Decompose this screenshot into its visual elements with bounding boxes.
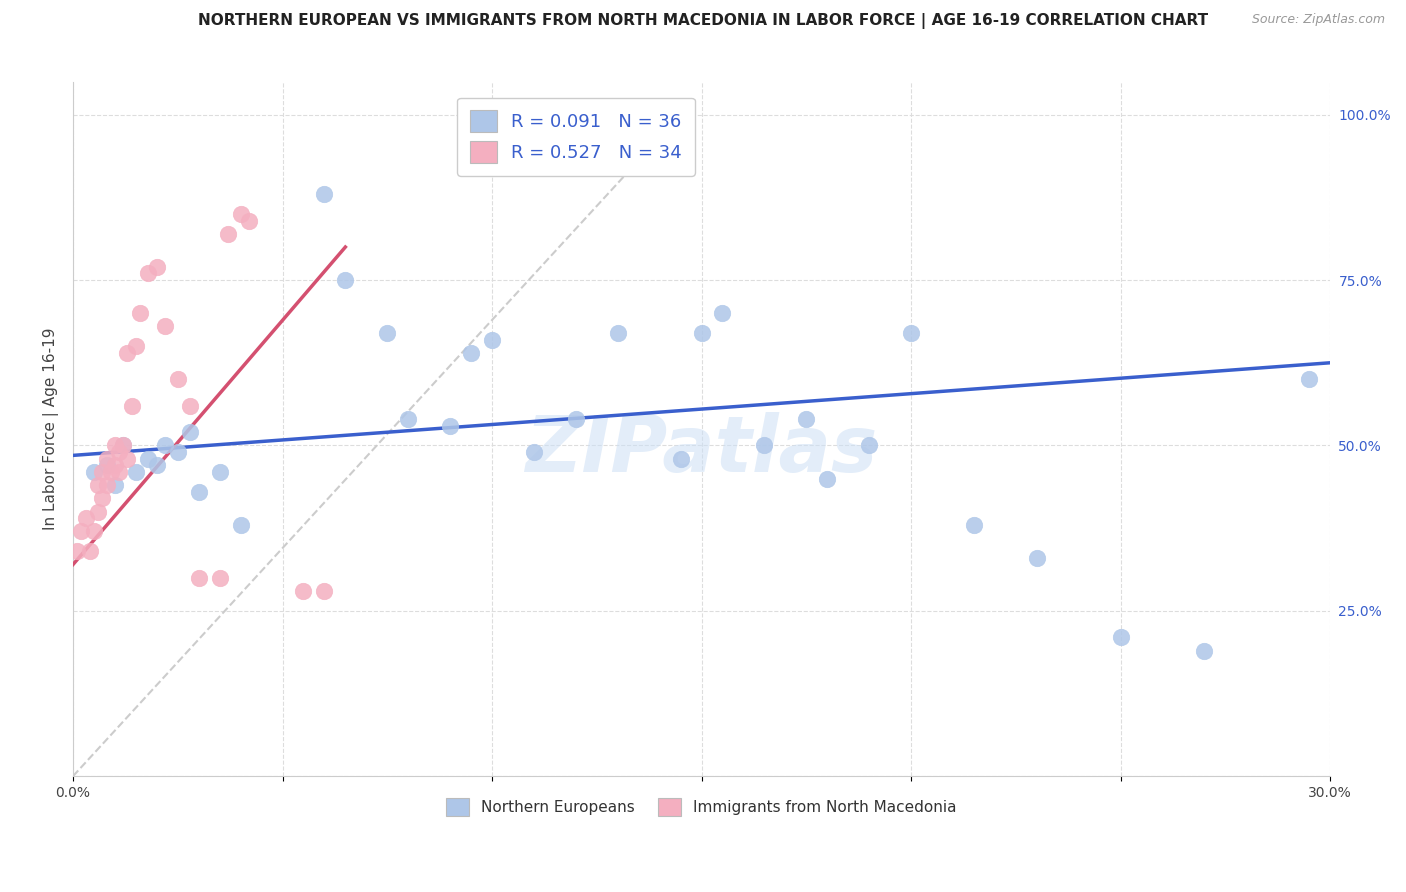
Point — [208, 571, 231, 585]
Point — [138, 451, 160, 466]
Point — [112, 438, 135, 452]
Point — [96, 458, 118, 473]
Point — [179, 425, 201, 440]
Point — [335, 273, 357, 287]
Point — [179, 399, 201, 413]
Point — [1109, 630, 1132, 644]
Point — [83, 524, 105, 539]
Point — [96, 478, 118, 492]
Point — [153, 319, 176, 334]
Point — [138, 267, 160, 281]
Point — [100, 465, 122, 479]
Point — [217, 227, 239, 241]
Text: Source: ZipAtlas.com: Source: ZipAtlas.com — [1251, 13, 1385, 27]
Point — [314, 187, 336, 202]
Point — [439, 418, 461, 433]
Point — [754, 438, 776, 452]
Point — [129, 306, 152, 320]
Point — [146, 458, 169, 473]
Point — [117, 346, 139, 360]
Point — [146, 260, 169, 274]
Point — [91, 465, 114, 479]
Point — [108, 465, 131, 479]
Point — [112, 438, 135, 452]
Point — [523, 445, 546, 459]
Point — [87, 478, 110, 492]
Point — [1298, 372, 1320, 386]
Point — [125, 465, 148, 479]
Point — [481, 333, 503, 347]
Point — [166, 372, 188, 386]
Point — [238, 213, 260, 227]
Point — [125, 339, 148, 353]
Point — [396, 412, 419, 426]
Point — [375, 326, 398, 340]
Point — [314, 584, 336, 599]
Point — [108, 445, 131, 459]
Point — [104, 478, 127, 492]
Point — [91, 491, 114, 506]
Point — [292, 584, 315, 599]
Point — [460, 346, 482, 360]
Point — [669, 451, 692, 466]
Point — [565, 412, 588, 426]
Y-axis label: In Labor Force | Age 16-19: In Labor Force | Age 16-19 — [44, 327, 59, 530]
Point — [900, 326, 922, 340]
Point — [104, 438, 127, 452]
Point — [229, 517, 252, 532]
Point — [117, 451, 139, 466]
Point — [815, 471, 838, 485]
Point — [75, 511, 97, 525]
Point — [104, 458, 127, 473]
Point — [70, 524, 93, 539]
Point — [87, 505, 110, 519]
Point — [208, 465, 231, 479]
Point — [229, 207, 252, 221]
Text: ZIPatlas: ZIPatlas — [526, 412, 877, 488]
Legend: Northern Europeans, Immigrants from North Macedonia: Northern Europeans, Immigrants from Nort… — [439, 790, 965, 824]
Point — [79, 544, 101, 558]
Point — [187, 571, 209, 585]
Point — [858, 438, 880, 452]
Point — [711, 306, 734, 320]
Point — [1025, 550, 1047, 565]
Point — [66, 544, 89, 558]
Point — [794, 412, 817, 426]
Point — [153, 438, 176, 452]
Point — [690, 326, 713, 340]
Point — [96, 451, 118, 466]
Point — [121, 399, 143, 413]
Point — [166, 445, 188, 459]
Text: NORTHERN EUROPEAN VS IMMIGRANTS FROM NORTH MACEDONIA IN LABOR FORCE | AGE 16-19 : NORTHERN EUROPEAN VS IMMIGRANTS FROM NOR… — [198, 13, 1208, 29]
Point — [83, 465, 105, 479]
Point — [963, 517, 986, 532]
Point — [1194, 643, 1216, 657]
Point — [187, 484, 209, 499]
Point — [606, 326, 628, 340]
